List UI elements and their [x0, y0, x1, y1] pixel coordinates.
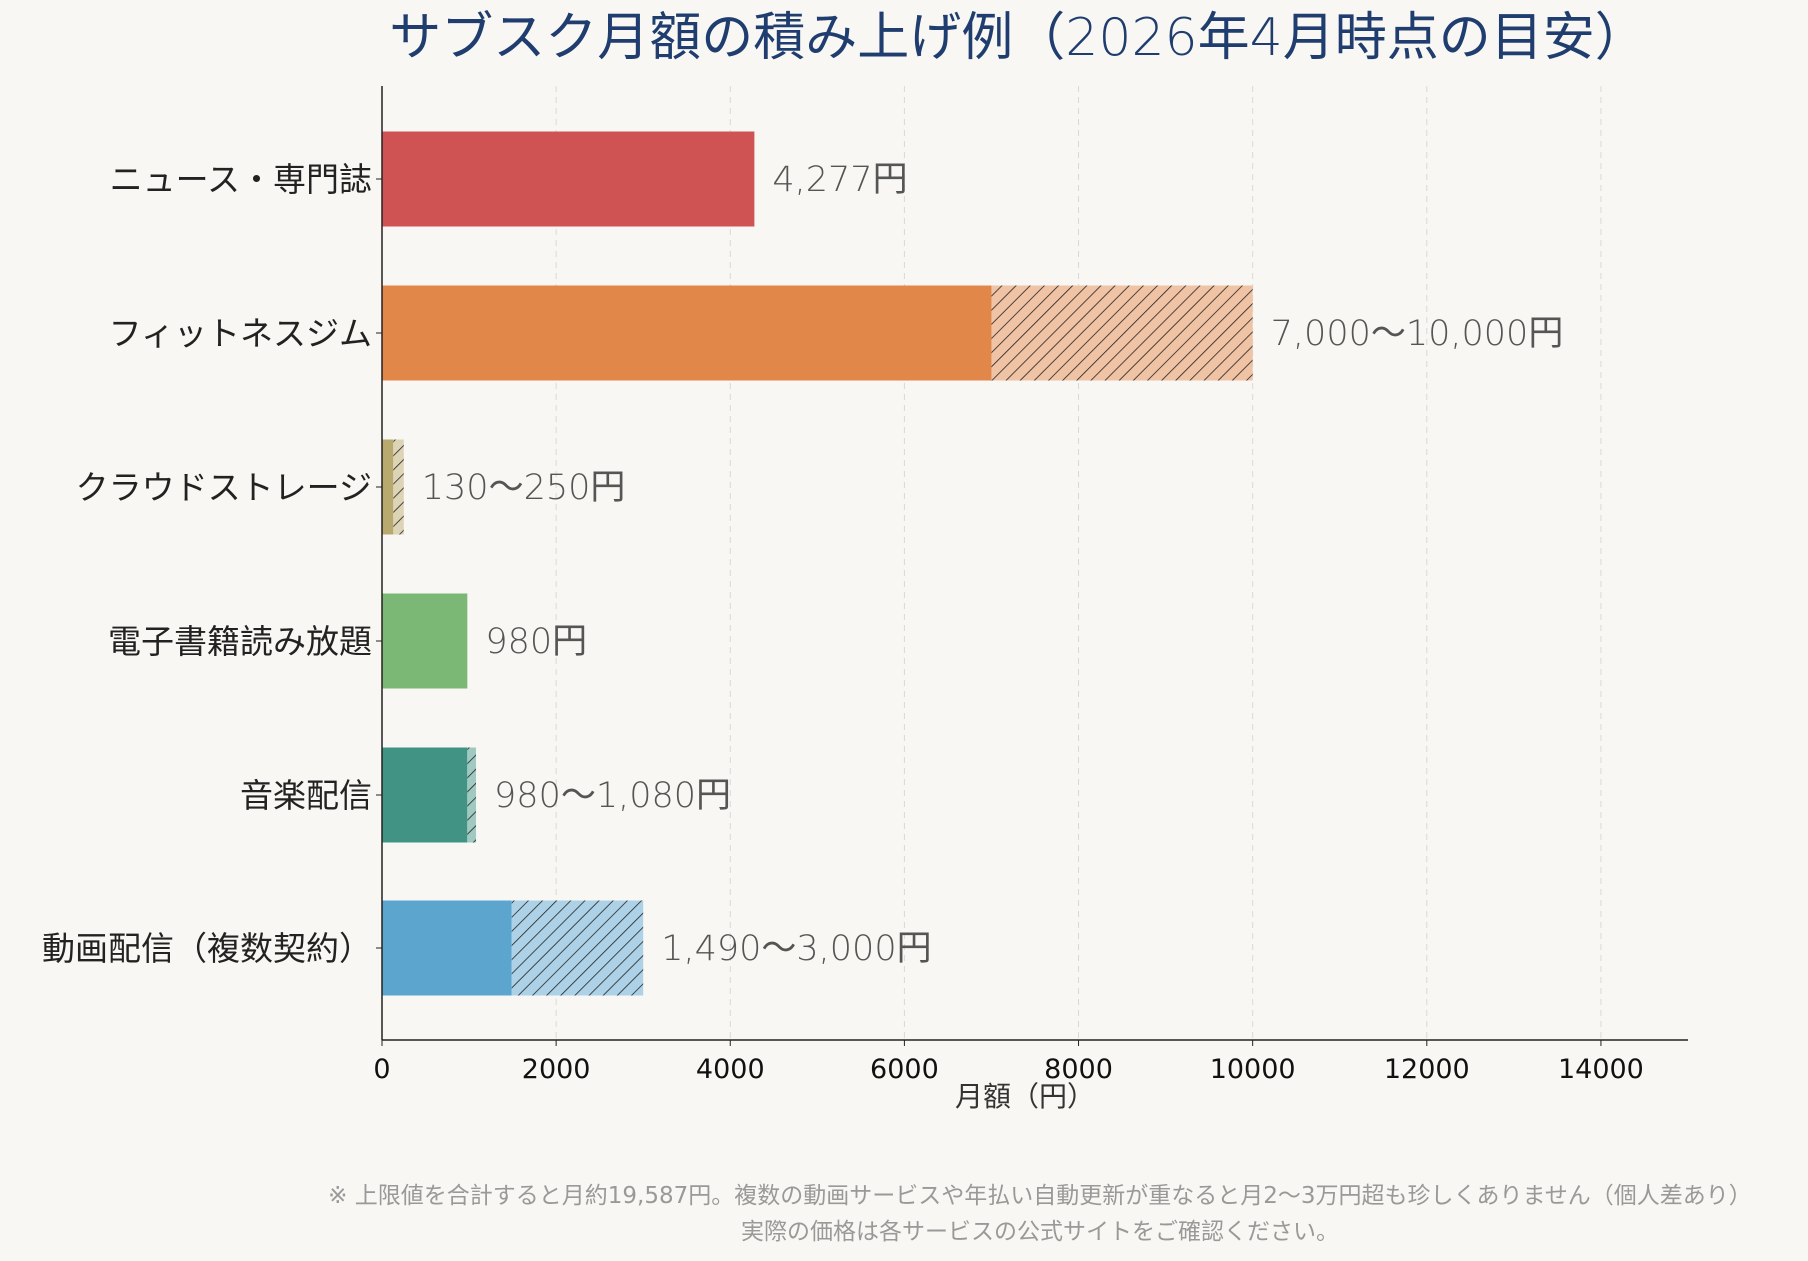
- data-label: 7,000〜10,000円: [1271, 314, 1564, 354]
- data-label: 980円: [485, 622, 587, 662]
- category-label: 動画配信（複数契約）: [42, 929, 372, 968]
- bar-range: [511, 900, 644, 996]
- x-tick-label: 10000: [1210, 1054, 1296, 1085]
- x-tick-label: 12000: [1384, 1054, 1470, 1085]
- category-label: フィットネスジム: [109, 314, 372, 353]
- bar-range: [991, 285, 1253, 381]
- bar-low: [382, 439, 394, 535]
- x-tick-label: 4000: [696, 1054, 765, 1085]
- category-label: 電子書籍読み放題: [108, 622, 372, 661]
- x-tick-label: 2000: [522, 1054, 591, 1085]
- data-label: 130〜250円: [422, 468, 626, 508]
- note-line-2: 実際の価格は各サービスの公式サイトをご確認ください。: [741, 1219, 1339, 1245]
- data-label: 4,277円: [772, 160, 907, 200]
- x-tick-label: 14000: [1558, 1054, 1644, 1085]
- bar-low: [382, 593, 468, 689]
- category-label: ニュース・専門誌: [110, 160, 372, 199]
- bar-low: [382, 900, 512, 996]
- x-tick-label: 0: [373, 1054, 390, 1085]
- bar-range: [467, 747, 477, 843]
- x-axis-label: 月額（円）: [955, 1080, 1095, 1113]
- chart-title: サブスク月額の積み上げ例（2026年4月時点の目安）: [389, 8, 1646, 68]
- category-label: クラウドストレージ: [76, 468, 372, 507]
- note-line-1: ※ 上限値を合計すると月約19,587円。複数の動画サービスや年払い自動更新が重…: [328, 1183, 1752, 1209]
- data-label: 980〜1,080円: [494, 776, 731, 816]
- bar-low: [382, 285, 992, 381]
- x-tick-label: 6000: [870, 1054, 939, 1085]
- data-label: 1,490〜3,000円: [661, 929, 931, 969]
- category-label: 音楽配信: [240, 776, 372, 815]
- x-tick-label: 8000: [1044, 1054, 1113, 1085]
- bar-low: [382, 131, 755, 227]
- bar-low: [382, 747, 468, 843]
- bar-range: [393, 439, 404, 535]
